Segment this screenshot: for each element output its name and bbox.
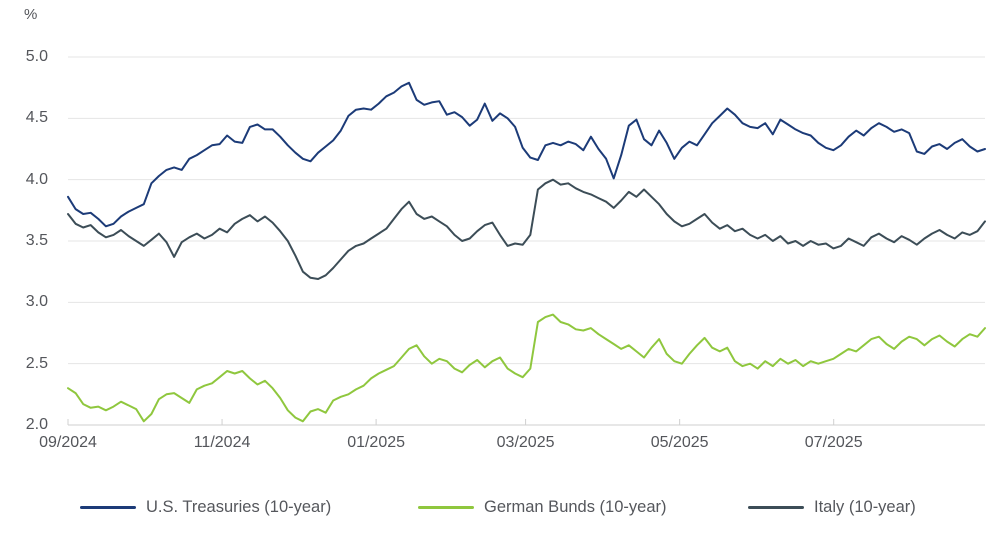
legend-label-italy: Italy (10-year) bbox=[814, 497, 916, 516]
legend-swatch-2 bbox=[748, 505, 804, 509]
y-tick-label: 5.0 bbox=[25, 48, 48, 65]
legend-label-german-bunds: German Bunds (10-year) bbox=[484, 497, 667, 516]
y-tick-label: 4.0 bbox=[25, 170, 48, 188]
x-tick-label: 03/2025 bbox=[496, 434, 555, 451]
y-tick-label: 2.5 bbox=[25, 354, 48, 372]
x-tick-label: 09/2024 bbox=[39, 434, 97, 451]
line-german-bunds bbox=[67, 313, 986, 423]
y-tick-label: 4.5 bbox=[25, 109, 48, 127]
x-tick-label: 11/2024 bbox=[193, 434, 251, 451]
x-tick-label: 01/2025 bbox=[347, 434, 406, 451]
legend-item-italy: Italy (10-year) bbox=[748, 496, 916, 518]
line-italy bbox=[67, 178, 986, 280]
x-tick-label: 05/2025 bbox=[650, 434, 709, 451]
y-tick-label: 3.5 bbox=[25, 232, 48, 249]
line-us-treasuries bbox=[67, 81, 986, 228]
chart-svg bbox=[67, 56, 986, 426]
x-axis-ticks bbox=[67, 419, 835, 425]
plot-lines bbox=[67, 81, 986, 423]
x-tick-label: 07/2025 bbox=[804, 434, 863, 451]
legend: U.S. Treasuries (10-year) German Bunds (… bbox=[0, 496, 1000, 520]
y-axis-unit-label: % bbox=[24, 6, 38, 23]
legend-swatch-1 bbox=[418, 505, 474, 509]
y-tick-label: 3.0 bbox=[25, 293, 48, 311]
legend-item-us-treasuries: U.S. Treasuries (10-year) bbox=[80, 496, 331, 518]
legend-swatch-0 bbox=[80, 505, 136, 509]
y-tick-label: 2.0 bbox=[25, 416, 48, 433]
legend-item-german-bunds: German Bunds (10-year) bbox=[418, 496, 667, 518]
legend-label-us-treasuries: U.S. Treasuries (10-year) bbox=[146, 497, 332, 516]
